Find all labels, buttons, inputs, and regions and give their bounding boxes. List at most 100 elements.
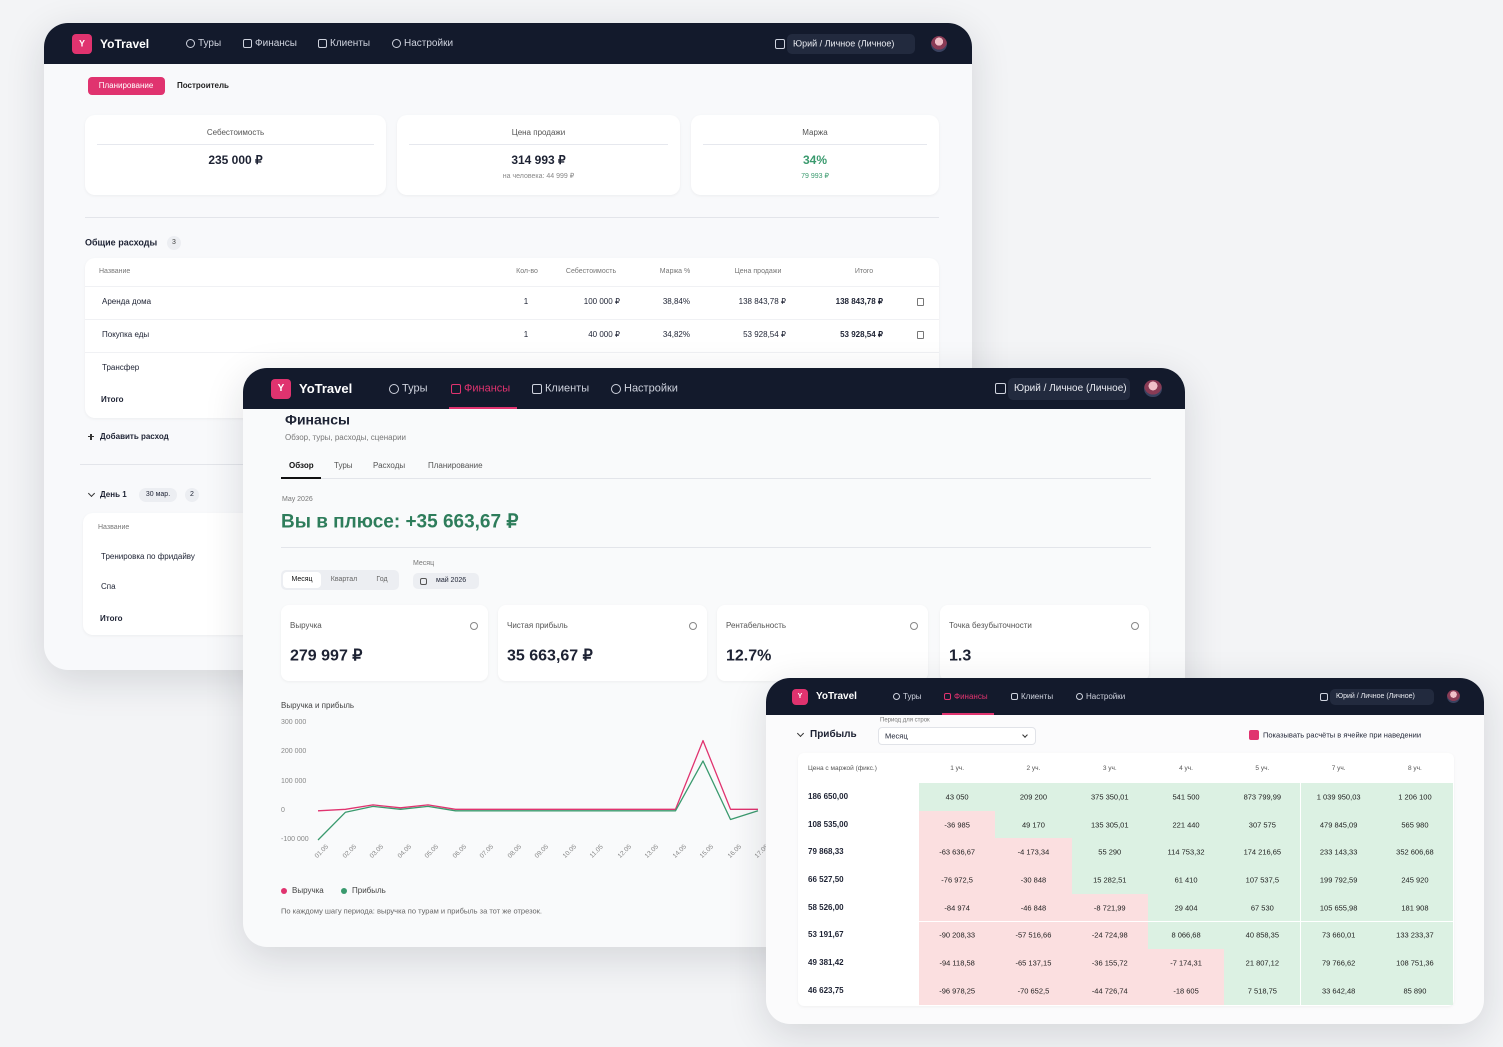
heat-cell[interactable]: [1300, 783, 1377, 811]
tab[interactable]: Обзор: [289, 461, 314, 471]
segment[interactable]: Месяц: [291, 575, 313, 583]
add-expense[interactable]: Добавить расход: [100, 432, 169, 442]
heat-cell[interactable]: [995, 866, 1072, 894]
chevron[interactable]: [87, 489, 96, 498]
heat-cell[interactable]: [1224, 810, 1301, 839]
heat-cell[interactable]: [1071, 949, 1148, 977]
heat-cell[interactable]: [1300, 893, 1377, 922]
nav-item[interactable]: Туры: [198, 37, 222, 49]
segment-active[interactable]: [283, 572, 321, 588]
heat-cell[interactable]: [1224, 783, 1301, 811]
heat-cell[interactable]: [919, 783, 996, 811]
heat-cell[interactable]: [1071, 838, 1148, 867]
heat-cell[interactable]: [1071, 921, 1148, 950]
heat-cell[interactable]: [1376, 810, 1454, 839]
heat-cell[interactable]: [1300, 976, 1377, 1005]
avatar[interactable]: [1144, 379, 1162, 398]
heat-cell[interactable]: [919, 893, 996, 922]
account[interactable]: Юрий / Личное (Личное): [1336, 692, 1415, 700]
heat-cell[interactable]: [1071, 783, 1148, 811]
heat-cell[interactable]: [1376, 866, 1454, 894]
heat-cell[interactable]: [995, 838, 1072, 867]
heat-cell[interactable]: [1071, 810, 1148, 839]
heat-cell[interactable]: [1147, 838, 1225, 867]
heat-cell[interactable]: [1224, 949, 1301, 977]
icon: [1011, 693, 1018, 700]
tab[interactable]: Планирование: [428, 461, 483, 471]
heat-cell[interactable]: [1224, 866, 1301, 894]
avatar[interactable]: [931, 35, 947, 52]
heat-cell[interactable]: [995, 783, 1072, 811]
nav-item[interactable]: Настройки: [1086, 691, 1126, 701]
account-switch[interactable]: [787, 33, 915, 54]
x-tick-label: 01.05: [313, 843, 331, 860]
nav-item[interactable]: Финансы: [464, 381, 511, 394]
heat-cell[interactable]: [1147, 866, 1225, 894]
checkbox[interactable]: [1249, 730, 1259, 740]
nav-item[interactable]: Клиенты: [330, 37, 371, 49]
heat-cell[interactable]: [1300, 949, 1377, 977]
heat-cell[interactable]: [919, 949, 996, 977]
heat-cell[interactable]: [1147, 810, 1225, 839]
tab[interactable]: Построитель: [177, 81, 229, 91]
heat-cell[interactable]: [919, 976, 996, 1005]
period-select[interactable]: [878, 727, 1036, 745]
tab-active[interactable]: [88, 77, 165, 95]
heat-cell[interactable]: [1071, 893, 1148, 922]
nav-active-underline: [449, 407, 517, 409]
heat-cell[interactable]: [1147, 976, 1225, 1005]
account[interactable]: Юрий / Личное (Личное): [1014, 382, 1127, 394]
heat-cell[interactable]: [995, 921, 1072, 950]
heat-cell[interactable]: [1376, 783, 1454, 811]
delete-button[interactable]: [917, 331, 924, 339]
month-picker[interactable]: [413, 573, 479, 589]
delete-button[interactable]: [917, 298, 924, 306]
heat-cell[interactable]: [995, 893, 1072, 922]
heat-cell[interactable]: [1147, 893, 1225, 922]
heat-cell[interactable]: [1300, 838, 1377, 867]
chevron[interactable]: [796, 729, 805, 738]
account[interactable]: Юрий / Личное (Личное): [793, 38, 895, 49]
nav-item[interactable]: Финансы: [954, 691, 988, 701]
heat-cell[interactable]: [1376, 921, 1454, 950]
nav-item[interactable]: Настройки: [624, 381, 678, 394]
heat-cell[interactable]: [919, 866, 996, 894]
heat-cell[interactable]: [1224, 921, 1301, 950]
tab[interactable]: Расходы: [373, 461, 406, 471]
tab[interactable]: Планирование: [98, 81, 154, 91]
heat-cell[interactable]: [995, 949, 1072, 977]
heat-cell[interactable]: [1147, 949, 1225, 977]
heat-cell[interactable]: [995, 810, 1072, 839]
nav-item[interactable]: Клиенты: [545, 381, 590, 394]
heat-cell[interactable]: [995, 976, 1072, 1005]
heat-cell[interactable]: [1376, 838, 1454, 867]
heat-cell[interactable]: [919, 921, 996, 950]
nav-item[interactable]: Клиенты: [1021, 691, 1054, 701]
account-switch[interactable]: [1008, 377, 1130, 400]
heat-cell[interactable]: [919, 810, 996, 839]
heat-cell[interactable]: [1147, 921, 1225, 950]
heat-cell[interactable]: [1071, 866, 1148, 894]
tab[interactable]: Туры: [334, 461, 353, 471]
heat-cell[interactable]: [1224, 893, 1301, 922]
nav-item[interactable]: Туры: [903, 691, 922, 701]
nav-item[interactable]: Финансы: [255, 37, 297, 49]
heat-cell[interactable]: [1376, 949, 1454, 977]
segment[interactable]: Квартал: [330, 575, 358, 583]
avatar[interactable]: [1447, 690, 1460, 703]
heat-cell[interactable]: [919, 838, 996, 867]
heat-cell[interactable]: [1224, 976, 1301, 1005]
account-switch[interactable]: [1330, 688, 1434, 705]
heat-cell[interactable]: [1224, 838, 1301, 867]
segment[interactable]: Год: [376, 575, 388, 583]
heat-cell[interactable]: [1376, 893, 1454, 922]
heat-cell[interactable]: [1147, 783, 1225, 811]
heat-cell[interactable]: [1300, 866, 1377, 894]
heat-cell[interactable]: [1376, 976, 1454, 1005]
heat-cell[interactable]: [1300, 810, 1377, 839]
nav-item[interactable]: Туры: [402, 381, 428, 394]
nav-item[interactable]: Настройки: [404, 37, 454, 49]
checkbox-label[interactable]: Показывать расчёты в ячейке при наведени…: [1263, 730, 1422, 740]
heat-cell[interactable]: [1300, 921, 1377, 950]
heat-cell[interactable]: [1071, 976, 1148, 1005]
